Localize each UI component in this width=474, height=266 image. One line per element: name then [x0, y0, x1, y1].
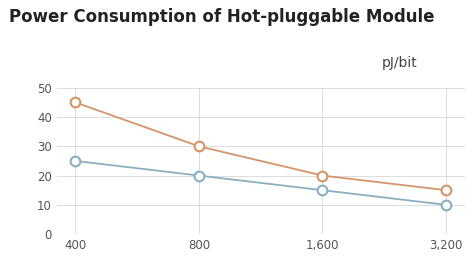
Text: Power Consumption of Hot-pluggable Module: Power Consumption of Hot-pluggable Modul…	[9, 8, 435, 26]
Text: pJ/bit: pJ/bit	[382, 56, 417, 70]
